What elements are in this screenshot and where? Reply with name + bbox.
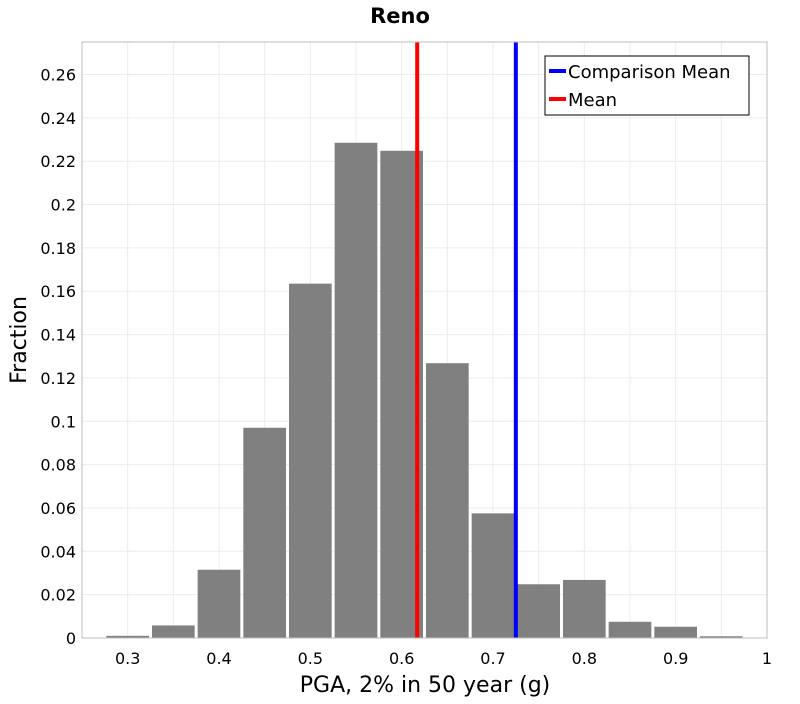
y-tick-label: 0.2 [51,196,76,215]
grid-layer [82,42,767,638]
x-tick-label: 0.4 [206,649,231,668]
histogram-bar [289,283,332,638]
y-tick-label: 0.02 [40,586,76,605]
legend-items: Comparison Mean Mean [549,62,731,111]
legend-label: Comparison Mean [568,62,731,83]
legend-box [544,55,750,116]
histogram-bar [563,579,606,638]
x-tick-label: 0.3 [115,649,140,668]
histogram-bar [243,427,286,638]
x-axis-ticks: 0.3 0.4 0.5 0.6 0.7 0.8 0.9 1 [115,649,772,668]
y-tick-label: 0.1 [51,412,76,431]
y-tick-label: 0.06 [40,499,76,518]
histogram-bar [426,363,469,638]
histogram-bar [106,635,149,638]
histogram-bar [700,636,743,638]
histogram-bar [471,513,515,638]
x-axis-label: PGA, 2% in 50 year (g) [300,673,551,698]
histogram-bar [654,626,697,638]
y-tick-label: 0.12 [40,369,76,388]
y-tick-label: 0 [66,629,76,648]
y-axis-ticks: 0 0.02 0.04 0.06 0.08 0.1 0.12 0.14 0.16 0.18 0.2 0… [40,66,76,648]
y-tick-label: 0.16 [40,282,76,301]
y-tick-label: 0.22 [40,152,76,171]
histogram-bar [608,621,652,638]
mean-lines-layer [415,42,518,638]
x-tick-label: 0.7 [480,649,505,668]
x-tick-label: 0.6 [389,649,414,668]
y-tick-label: 0.24 [40,109,76,128]
bars-layer [106,142,743,638]
y-tick-label: 0.08 [40,456,76,475]
legend-label: Mean [568,90,617,111]
y-tick-label: 0.14 [40,326,76,345]
x-tick-label: 0.5 [298,649,323,668]
plot-area-frame [81,41,768,639]
histogram-bar [152,625,195,638]
x-tick-label: 0.9 [663,649,688,668]
y-axis-label: Fraction [7,296,32,384]
legend: Comparison Mean Mean [544,55,750,116]
y-tick-label: 0.04 [40,542,76,561]
y-tick-label: 0.26 [40,66,76,85]
chart-title: Reno [370,4,430,28]
y-tick-label: 0.18 [40,239,76,258]
histogram-bar [197,569,241,638]
x-tick-label: 0.8 [572,649,597,668]
histogram-bar [334,142,378,638]
histogram-bar [517,584,560,638]
x-tick-label: 1 [762,649,772,668]
